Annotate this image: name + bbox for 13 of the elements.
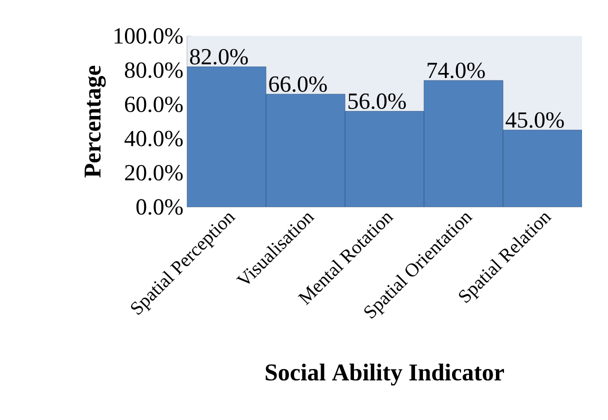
y-tick-label: 20.0%	[125, 164, 183, 181]
y-tick-label: 40.0%	[124, 130, 183, 146]
data-label: 82.0%	[190, 48, 248, 65]
data-label: 66.0%	[269, 76, 327, 92]
y-tick-label: 80.0%	[124, 62, 183, 78]
y-axis-title: Percentage	[84, 66, 106, 178]
data-label: 45.0%	[506, 112, 564, 128]
data-label: 56.0%	[348, 93, 406, 110]
y-tick-label: 60.0%	[125, 96, 183, 112]
y-tick-label: 0.0%	[136, 199, 183, 215]
y-tick-label: 100.0%	[114, 28, 183, 44]
x-axis-title: Social Ability Indicator	[266, 364, 504, 386]
data-label: 74.0%	[428, 62, 485, 78]
